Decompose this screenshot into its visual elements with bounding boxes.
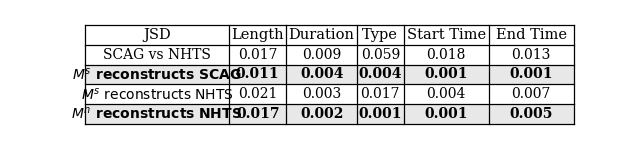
Text: 0.018: 0.018: [427, 48, 466, 62]
Text: 0.059: 0.059: [361, 48, 400, 62]
Text: 0.001: 0.001: [424, 67, 468, 81]
Text: 0.007: 0.007: [511, 87, 551, 101]
Text: 0.009: 0.009: [302, 48, 341, 62]
Text: $\mathit{M}^n$ reconstructs $\mathbf{NHTS}$: $\mathit{M}^n$ reconstructs $\mathbf{NHT…: [72, 106, 243, 122]
Text: 0.017: 0.017: [238, 48, 277, 62]
Text: Type: Type: [362, 28, 398, 42]
Bar: [85, 65, 573, 84]
Text: 0.005: 0.005: [509, 107, 553, 121]
Text: 0.017: 0.017: [236, 107, 280, 121]
Text: 0.003: 0.003: [302, 87, 341, 101]
Text: 0.004: 0.004: [427, 87, 466, 101]
Text: End Time: End Time: [496, 28, 567, 42]
Text: 0.004: 0.004: [300, 67, 344, 81]
Text: 0.001: 0.001: [424, 107, 468, 121]
Text: 0.001: 0.001: [358, 107, 402, 121]
Text: 0.011: 0.011: [236, 67, 280, 81]
Text: JSD: JSD: [143, 28, 171, 42]
Text: 0.021: 0.021: [238, 87, 277, 101]
Text: $\mathit{M}^s$ reconstructs $\mathbf{SCAG}$: $\mathit{M}^s$ reconstructs $\mathbf{SCA…: [72, 66, 242, 82]
Text: 0.004: 0.004: [358, 67, 402, 81]
Text: Duration: Duration: [289, 28, 355, 42]
Text: $\mathit{M}^s$ reconstructs NHTS: $\mathit{M}^s$ reconstructs NHTS: [81, 86, 234, 102]
Text: 0.001: 0.001: [509, 67, 553, 81]
Text: SCAG vs NHTS: SCAG vs NHTS: [103, 48, 211, 62]
Text: Length: Length: [231, 28, 284, 42]
Text: Start Time: Start Time: [406, 28, 486, 42]
Bar: [85, 104, 573, 124]
Text: 0.002: 0.002: [300, 107, 343, 121]
Text: 0.013: 0.013: [511, 48, 551, 62]
Text: 0.017: 0.017: [360, 87, 400, 101]
